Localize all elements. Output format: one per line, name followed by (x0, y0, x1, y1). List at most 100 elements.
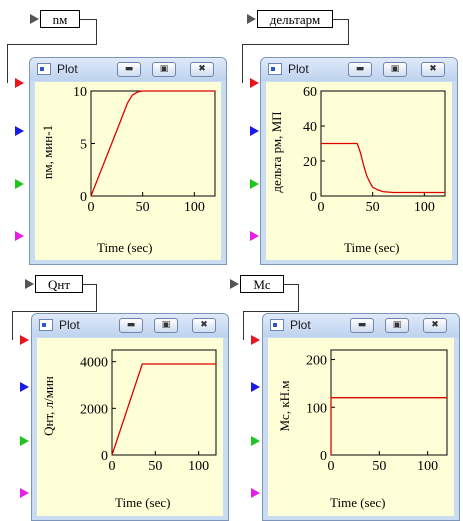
wire (284, 284, 298, 285)
maximize-button[interactable]: ▣ (383, 62, 407, 77)
y-tick-label: 10 (73, 85, 87, 100)
wire (243, 311, 244, 340)
window-title: Plot (290, 318, 311, 332)
series-line (111, 363, 216, 456)
input-port-red[interactable] (251, 335, 260, 345)
title-bar[interactable]: Plot ▬ ▣ ✖ (261, 58, 457, 81)
input-port-green[interactable] (20, 436, 29, 446)
x-axis-label: Time (sec) (115, 495, 171, 510)
signal-arrow-icon (30, 14, 39, 24)
wire (7, 44, 97, 45)
wire (298, 284, 299, 311)
input-port-magenta[interactable] (20, 488, 29, 498)
plot-frame (330, 349, 448, 456)
input-port-blue[interactable] (20, 382, 29, 392)
signal-arrow-icon (247, 14, 256, 24)
wire (96, 284, 97, 311)
wire (243, 311, 299, 312)
title-bar[interactable]: Plot ▬ ▣ ✖ (30, 58, 226, 81)
chart-svg: 0 50 100 0 100 200 (306, 349, 448, 474)
series-line (330, 397, 447, 455)
minimize-button[interactable]: ▬ (348, 62, 372, 77)
plot-frame (111, 349, 217, 456)
plot-area[interactable]: 0 50 100 0 100 200 Mc, кН.м Time (sec) (268, 338, 454, 516)
minimize-button[interactable]: ▬ (119, 318, 143, 333)
title-bar[interactable]: Plot ▬ ▣ ✖ (263, 314, 459, 337)
wire (348, 19, 349, 44)
chart-svg: 0 50 100 0 2000 4000 (80, 349, 217, 474)
x-tick-label: 0 (318, 200, 325, 215)
wire (96, 19, 97, 44)
y-axis-label: Mc, кН.м (277, 380, 292, 432)
close-button[interactable]: ✖ (192, 318, 216, 333)
x-tick-label: 50 (372, 459, 386, 474)
y-tick-label: 40 (303, 120, 317, 135)
title-bar[interactable]: Plot ▬ ▣ ✖ (32, 314, 228, 337)
wire (333, 19, 348, 20)
x-tick-label: 100 (414, 200, 435, 215)
close-button[interactable]: ✖ (423, 318, 447, 333)
y-tick-label: 200 (306, 354, 327, 369)
input-port-magenta[interactable] (251, 488, 260, 498)
plot-app-icon (37, 63, 51, 75)
plot-area[interactable]: 0 50 100 0 20 40 60 дельта рм, МП Time (sec) (266, 82, 452, 260)
series-line (321, 142, 445, 194)
x-tick-label: 100 (184, 200, 205, 215)
plot-area[interactable]: 0 50 100 0 5 10 nм, мин-1 Time (sec) (35, 82, 221, 260)
input-port-magenta[interactable] (250, 231, 259, 241)
wire (242, 44, 349, 45)
signal-label-qnt[interactable]: Qнт (35, 275, 83, 293)
input-port-green[interactable] (251, 436, 260, 446)
maximize-button[interactable]: ▣ (385, 318, 409, 333)
window-title: Plot (57, 62, 78, 76)
plot-app-icon (39, 319, 53, 331)
minimize-button[interactable]: ▬ (350, 318, 374, 333)
signal-label-mc[interactable]: Mc (240, 275, 284, 293)
x-axis-label: Time (sec) (330, 495, 386, 510)
input-port-blue[interactable] (250, 126, 259, 136)
signal-arrow-icon (25, 279, 34, 289)
minimize-button[interactable]: ▬ (117, 62, 141, 77)
maximize-button[interactable]: ▣ (152, 62, 176, 77)
plot-window-3[interactable]: Plot ▬ ▣ ✖ 0 50 100 0 2000 4000 Qнт, л/мин Ti… (31, 313, 229, 521)
y-axis-label: Qнт, л/мин (41, 376, 56, 436)
chart-svg: 0 50 100 0 20 40 60 (303, 85, 446, 215)
input-port-red[interactable] (20, 335, 29, 345)
y-axis-label: дельта рм, МП (269, 111, 284, 193)
input-port-blue[interactable] (15, 126, 24, 136)
input-port-red[interactable] (15, 78, 24, 88)
x-axis-label: Time (sec) (344, 240, 400, 255)
y-tick-label: 5 (80, 138, 87, 153)
wire (12, 311, 97, 312)
input-port-blue[interactable] (251, 382, 260, 392)
plot-window-2[interactable]: Plot ▬ ▣ ✖ 0 50 100 0 20 40 60 дельта рм, МП T… (260, 57, 458, 265)
input-port-green[interactable] (15, 179, 24, 189)
x-tick-label: 0 (88, 200, 95, 215)
chart-svg: 0 50 100 0 5 10 (73, 85, 216, 215)
input-port-magenta[interactable] (15, 231, 24, 241)
x-tick-label: 0 (109, 459, 116, 474)
input-port-red[interactable] (250, 78, 259, 88)
y-tick-label: 0 (320, 449, 327, 464)
y-tick-label: 0 (80, 190, 87, 205)
plot-window-4[interactable]: Plot ▬ ▣ ✖ 0 50 100 0 100 200 Mc, кН.м Time (… (262, 313, 460, 521)
window-title: Plot (288, 62, 309, 76)
signal-label-nm[interactable]: nм (40, 10, 80, 28)
y-tick-label: 4000 (80, 356, 108, 371)
close-button[interactable]: ✖ (421, 62, 445, 77)
y-tick-label: 20 (303, 155, 317, 170)
series-line (90, 90, 215, 197)
plot-window-1[interactable]: Plot ▬ ▣ ✖ 0 50 100 0 5 10 nм, мин-1 Time (se… (29, 57, 227, 265)
maximize-button[interactable]: ▣ (154, 318, 178, 333)
x-tick-label: 100 (188, 459, 209, 474)
input-port-green[interactable] (250, 179, 259, 189)
y-tick-label: 60 (303, 85, 317, 100)
plot-area[interactable]: 0 50 100 0 2000 4000 Qнт, л/мин Time (sec) (37, 338, 223, 516)
signal-label-deltarm[interactable]: дельтарм (257, 10, 333, 28)
y-tick-label: 0 (310, 190, 317, 205)
wire (80, 19, 96, 20)
close-button[interactable]: ✖ (190, 62, 214, 77)
y-tick-label: 100 (306, 401, 327, 416)
wire (12, 311, 13, 340)
y-tick-label: 2000 (80, 402, 108, 417)
